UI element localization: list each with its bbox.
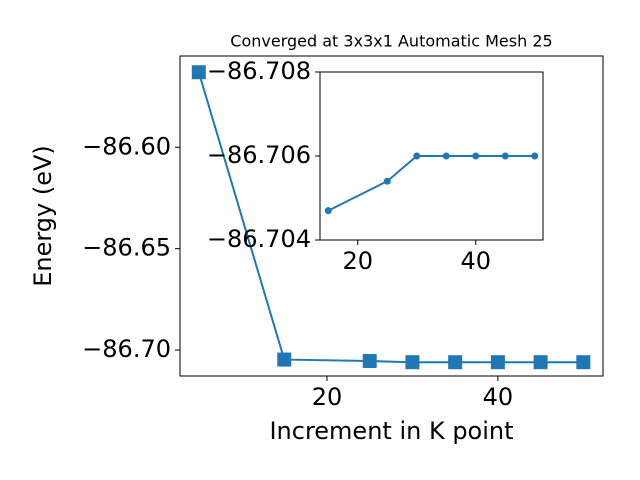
marker [576, 355, 591, 370]
y-tick-label: −86.706 [207, 141, 311, 169]
marker [362, 353, 377, 368]
y-tick-label: −86.704 [207, 225, 311, 253]
y-axis-label: Energy (eV) [29, 145, 57, 287]
axes-frame [179, 55, 604, 377]
chart-title: Converged at 3x3x1 Automatic Mesh 25 [230, 32, 552, 51]
x-tick-label: 20 [342, 247, 373, 275]
marker [383, 177, 391, 185]
marker [501, 152, 509, 160]
y-tick-label: −86.65 [82, 234, 171, 262]
marker [191, 65, 206, 80]
marker [533, 355, 548, 370]
x-tick-label: 40 [483, 383, 514, 411]
marker [324, 207, 332, 215]
marker [442, 152, 450, 160]
y-tick-label: −86.60 [82, 132, 171, 160]
marker [448, 355, 463, 370]
x-tick-label: 20 [312, 383, 343, 411]
marker [490, 355, 505, 370]
marker [531, 152, 539, 160]
y-tick-label: −86.708 [207, 57, 311, 85]
axes-frame [319, 71, 544, 241]
x-tick-label: 40 [460, 247, 491, 275]
marker [472, 152, 480, 160]
marker [277, 352, 292, 367]
marker [405, 355, 420, 370]
data-line [197, 71, 584, 364]
marker [413, 152, 421, 160]
y-tick-label: −86.70 [82, 335, 171, 363]
x-axis-label: Increment in K point [269, 417, 513, 445]
